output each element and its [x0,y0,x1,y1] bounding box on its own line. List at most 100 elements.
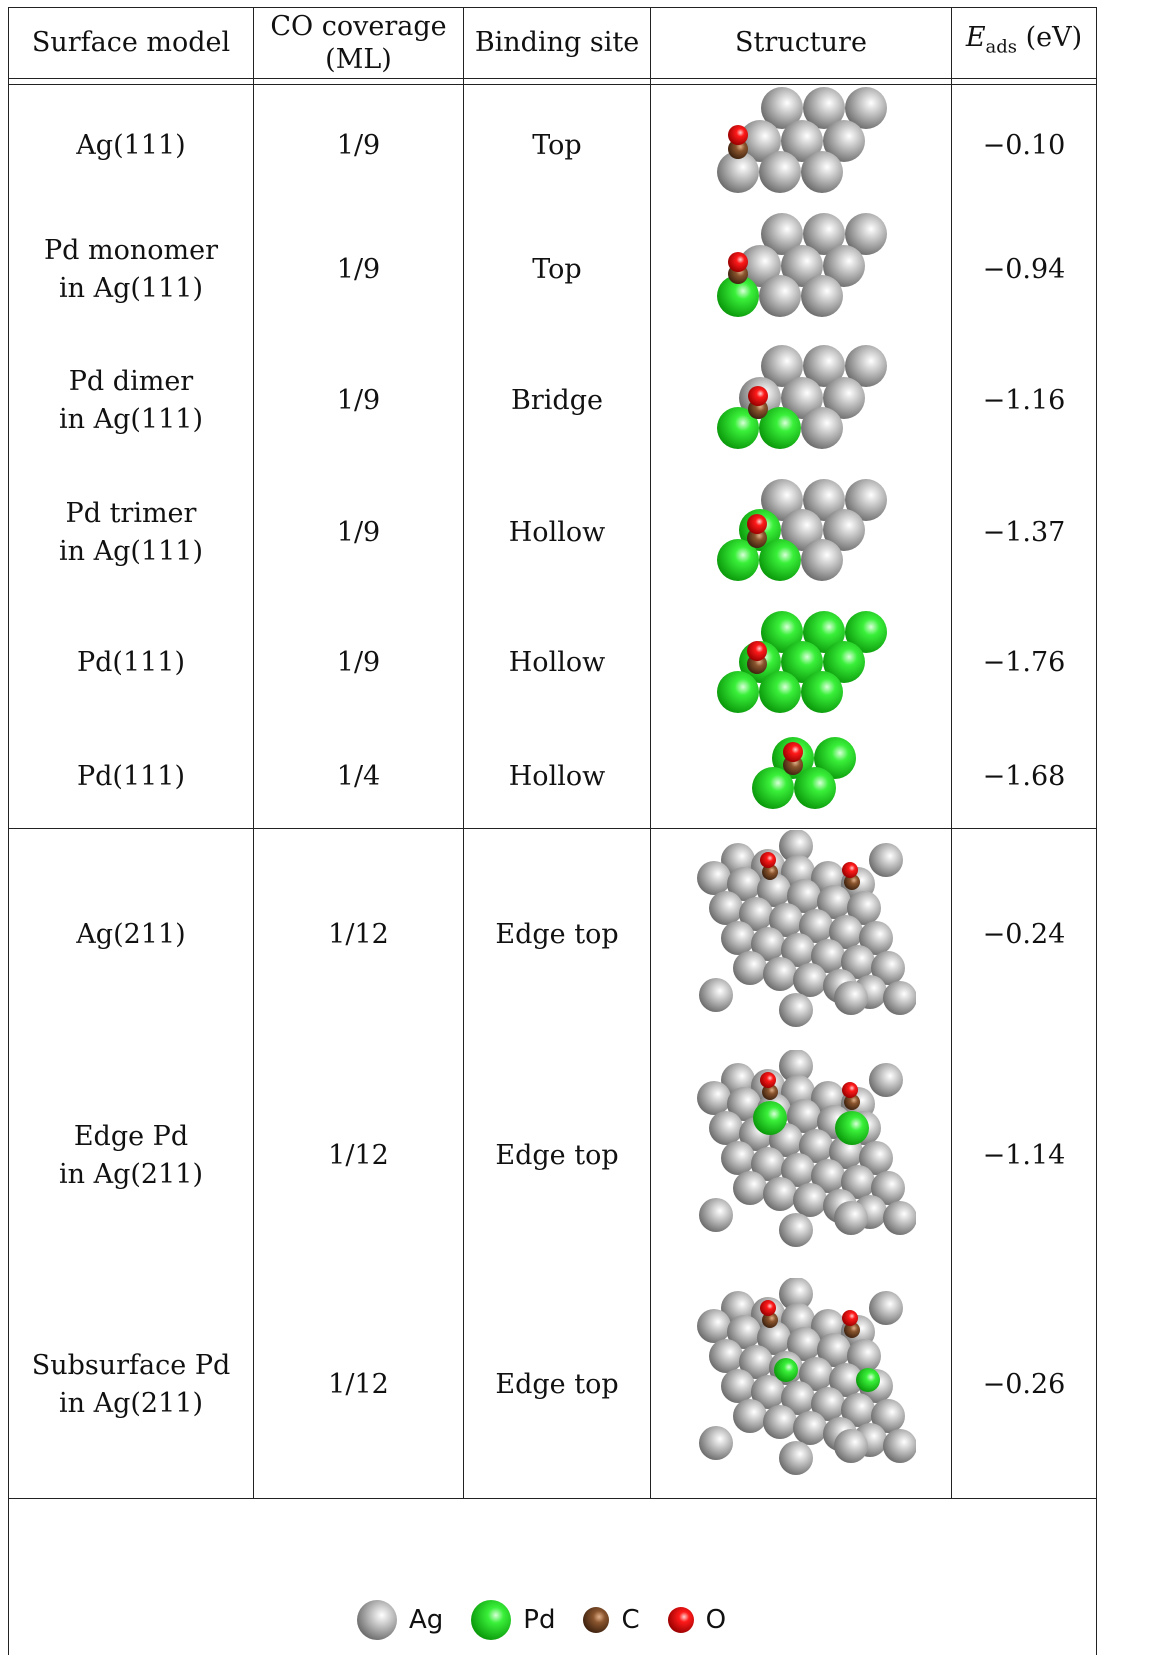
legend-item-o: O [666,1605,726,1635]
site-cell: Hollow [464,732,650,822]
structure-pd111-1-4 [752,737,856,809]
surface-model-cell: Edge Pd in Ag(211) [9,1111,253,1201]
eads-value: −1.14 [982,1140,1066,1171]
eads-value: −1.68 [982,761,1066,792]
coverage-cell: 1/4 [254,732,463,822]
site-cell: Hollow [464,618,650,708]
surface-model-line1: Pd trimer [65,498,197,529]
structure-ag211 [697,830,916,1027]
legend: Ag Pd C O [355,1590,752,1650]
structure-ag111 [717,87,887,193]
eads-cell: −1.76 [952,618,1096,708]
header-eads: Eads (eV) [952,8,1096,78]
coverage-value: 1/12 [328,919,389,950]
header-structure-text: Structure [735,27,867,58]
header-eads-unit: (eV) [1025,22,1083,54]
structure-pd-dimer [717,345,887,449]
header-eads-subscript: ads [985,36,1018,58]
structure-edge-pd-ag211 [697,1050,916,1247]
legend-item-ag: Ag [355,1598,443,1642]
surface-model-line2: in Ag(211) [59,1388,203,1419]
header-coverage-line1: CO coverage [270,11,447,42]
surface-model-line2: in Ag(211) [59,1159,203,1190]
header-surface-model-text: Surface model [31,27,231,58]
legend-label-pd: Pd [523,1605,556,1635]
eads-cell: −1.37 [952,488,1096,578]
surface-model-line1: Pd dimer [68,366,194,397]
coverage-cell: 1/9 [254,225,463,315]
eads-value: −0.26 [982,1369,1066,1400]
surface-model-line1: Edge Pd [73,1121,189,1152]
coverage-value: 1/9 [336,130,381,161]
header-bottom-rule-double [8,84,1096,85]
site-cell: Top [464,225,650,315]
eads-cell: −1.68 [952,732,1096,822]
surface-model-cell: Ag(111) [9,101,253,191]
header-bottom-rule [8,78,1096,79]
surface-model-line1: Ag(211) [76,919,186,950]
coverage-cell: 1/12 [254,1111,463,1201]
o-atom-icon [667,1607,694,1633]
legend-label-c: C [621,1605,640,1635]
section-divider [8,828,1096,829]
coverage-value: 1/9 [336,385,381,416]
eads-value: −0.24 [982,919,1066,950]
site-value: Hollow [508,647,606,678]
surface-model-cell: Subsurface Pd in Ag(211) [9,1340,253,1430]
coverage-value: 1/12 [328,1140,389,1171]
ag-atom-icon [357,1600,397,1640]
eads-cell: −0.94 [952,225,1096,315]
eads-value: −1.76 [982,647,1066,678]
coverage-value: 1/9 [336,254,381,285]
structure-pd111-1-9 [717,611,887,713]
surface-model-line1: Subsurface Pd [31,1350,231,1381]
surface-model-cell: Pd dimer in Ag(111) [9,356,253,446]
legend-item-c: C [581,1605,640,1635]
coverage-cell: 1/9 [254,356,463,446]
coverage-cell: 1/9 [254,101,463,191]
surface-model-cell: Pd(111) [9,618,253,708]
surface-model-cell: Pd trimer in Ag(111) [9,488,253,578]
coverage-cell: 1/9 [254,618,463,708]
column-divider-3 [650,7,651,1499]
structure-pd-monomer [717,213,887,317]
table-top-border [8,7,1096,8]
site-value: Top [532,130,582,161]
eads-value: −0.94 [982,254,1066,285]
site-value: Top [532,254,582,285]
site-value: Hollow [508,761,606,792]
coverage-value: 1/4 [336,761,381,792]
eads-value: −0.10 [982,130,1066,161]
surface-model-line2: in Ag(111) [59,273,203,304]
eads-cell: −1.16 [952,356,1096,446]
header-binding-site: Binding site [464,8,650,78]
eads-cell: −0.24 [952,890,1096,980]
surface-model-line2: in Ag(111) [59,404,203,435]
eads-cell: −0.26 [952,1340,1096,1430]
eads-cell: −1.14 [952,1111,1096,1201]
site-cell: Hollow [464,488,650,578]
structure-subsurface-pd-ag211 [697,1278,916,1475]
header-binding-site-text: Binding site [474,27,640,58]
structure-pd-trimer [717,479,887,581]
coverage-value: 1/9 [336,647,381,678]
surface-model-cell: Pd(111) [9,732,253,822]
c-atom-icon [583,1607,610,1633]
site-cell: Edge top [464,1340,650,1430]
legend-label-o: O [705,1605,727,1635]
legend-label-ag: Ag [409,1605,444,1635]
header-eads-symbol: E [965,22,986,54]
column-divider-4 [951,7,952,1499]
site-value: Bridge [511,385,603,416]
header-coverage: CO coverage (ML) [254,8,463,78]
coverage-value: 1/12 [328,1369,389,1400]
site-cell: Bridge [464,356,650,446]
surface-model-cell: Pd monomer in Ag(111) [9,225,253,315]
eads-cell: −0.10 [952,101,1096,191]
surface-model-line1: Pd(111) [76,647,186,678]
table-left-border [8,7,9,1655]
coverage-cell: 1/12 [254,1340,463,1430]
surface-model-line1: Pd(111) [76,761,186,792]
coverage-cell: 1/9 [254,488,463,578]
site-cell: Edge top [464,1111,650,1201]
